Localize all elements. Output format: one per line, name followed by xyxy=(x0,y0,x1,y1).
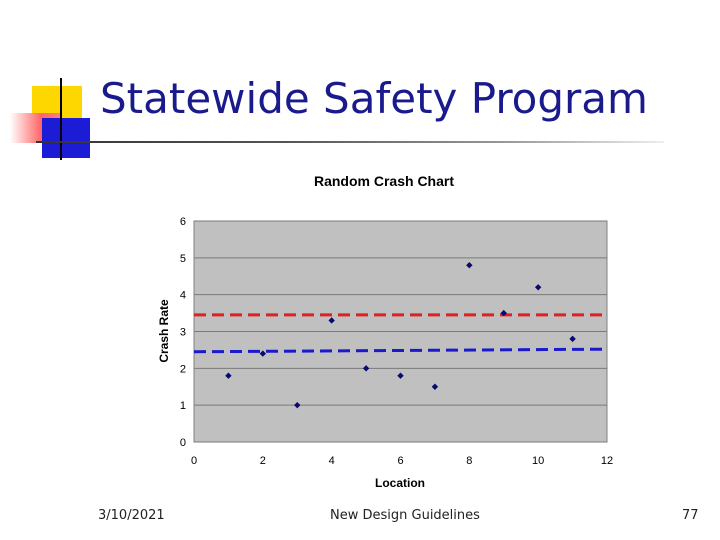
y-tick-label: 2 xyxy=(180,363,186,375)
reference-lines xyxy=(193,313,608,354)
x-tick-label: 4 xyxy=(329,455,335,467)
data-points xyxy=(225,262,576,409)
data-point xyxy=(328,317,335,324)
y-tick-label: 3 xyxy=(180,327,186,339)
y-tick-label: 5 xyxy=(180,253,186,265)
footer-center-text: New Design Guidelines xyxy=(330,508,480,523)
y-tick-label: 0 xyxy=(180,437,186,449)
y-axis-label: Crash Rate xyxy=(157,299,171,363)
deco-horizontal-rule xyxy=(36,141,664,143)
y-tick-label: 6 xyxy=(180,216,186,228)
x-tick-label: 10 xyxy=(532,455,544,467)
x-tick-label: 12 xyxy=(601,455,613,467)
data-point xyxy=(294,401,301,409)
x-tick-label: 0 xyxy=(191,455,197,467)
data-point xyxy=(225,372,232,379)
x-tick-label: 6 xyxy=(397,455,403,467)
data-point xyxy=(466,262,473,269)
deco-blue-square xyxy=(42,118,90,158)
grid-lines xyxy=(194,220,607,443)
deco-vertical-rule xyxy=(60,78,62,160)
y-tick-label: 1 xyxy=(180,400,186,412)
y-tick-label: 4 xyxy=(180,290,186,302)
x-tick-label: 2 xyxy=(260,455,266,467)
data-point xyxy=(397,372,404,379)
page-number: 77 xyxy=(682,508,699,523)
reference-line-lower xyxy=(193,347,608,354)
data-point xyxy=(431,383,439,390)
data-point xyxy=(500,309,507,317)
data-point xyxy=(534,284,542,291)
data-point xyxy=(259,350,267,357)
slide-title: Statewide Safety Program xyxy=(100,74,648,123)
chart-title: Random Crash Chart xyxy=(314,173,454,189)
x-axis-label: Location xyxy=(375,476,425,490)
data-point xyxy=(362,365,370,372)
data-point xyxy=(569,335,576,343)
footer-date: 3/10/2021 xyxy=(98,508,165,523)
x-tick-label: 8 xyxy=(466,455,472,467)
